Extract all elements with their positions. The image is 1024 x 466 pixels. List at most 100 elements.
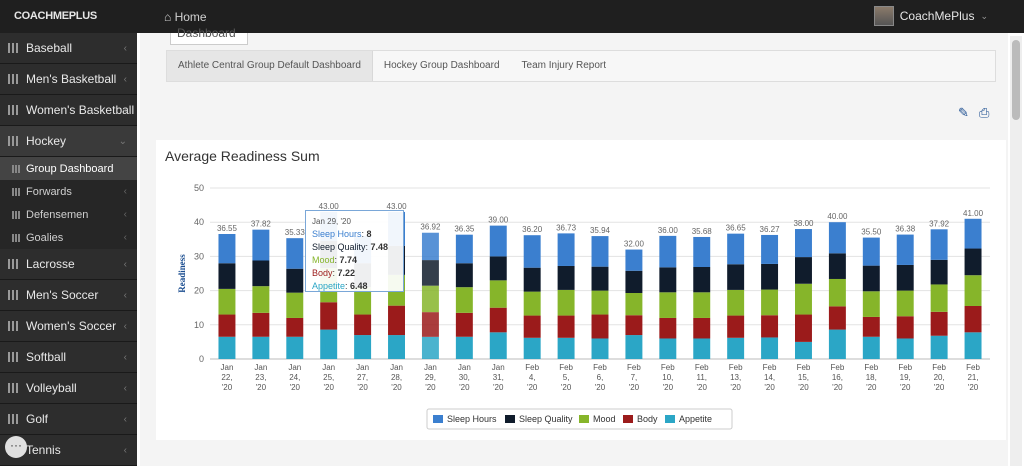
chevron-left-icon: ‹ [123, 320, 127, 332]
chevron-down-icon: ⌄ [118, 135, 127, 147]
sidebar-item-baseball[interactable]: Baseball ‹ [0, 33, 137, 64]
data-label: 38.00 [793, 219, 814, 228]
x-tick-label: 6, [597, 373, 604, 382]
bar-segment-mood [727, 289, 745, 316]
bar-segment-body [388, 305, 405, 336]
bar-segment-body [489, 307, 507, 333]
bar-segment-sleep-hours [862, 237, 880, 266]
x-tick-label: '20 [595, 383, 606, 392]
top-bar: COACHMEPLUS ⌂ Home CoachMePlus ⌄ [0, 0, 1024, 33]
bar-segment-sleep-quality [795, 257, 812, 284]
home-label: Home [174, 10, 207, 24]
legend-label: Sleep Quality [519, 414, 573, 424]
data-label: 36.00 [658, 226, 679, 235]
legend-label: Sleep Hours [447, 414, 497, 424]
x-tick-label: Jan [424, 363, 437, 372]
sidebar-item-womens-basketball[interactable]: Women's Basketball ‹ [0, 95, 137, 126]
tooltip-row: Mood: 7.74 [312, 255, 358, 265]
sidebar-subitem-forwards[interactable]: Forwards ‹ [0, 180, 137, 203]
x-tick-label: '20 [697, 383, 708, 392]
bar-segment-appetite [693, 338, 711, 359]
sidebar-item-label: Softball [26, 350, 67, 364]
x-tick-label: '20 [493, 383, 504, 392]
grid-icon [8, 290, 20, 300]
scrollbar-thumb[interactable] [1012, 40, 1020, 120]
tab-team-injury-report[interactable]: Team Injury Report [521, 60, 606, 71]
avatar [873, 6, 894, 26]
x-tick-label: 31, [493, 373, 504, 382]
sidebar-subitem-goalies[interactable]: Goalies ‹ [0, 226, 137, 249]
bar-segment-sleep-hours [964, 218, 982, 249]
printer-icon[interactable]: ⎙ [979, 105, 990, 120]
bar-segment-appetite [659, 338, 677, 359]
bar-segment-body [421, 312, 439, 337]
tooltip-value: 8 [366, 229, 372, 239]
app-logo[interactable]: COACHMEPLUS [14, 10, 97, 22]
dashboard-header-tab[interactable]: Dashboard [170, 27, 248, 45]
sidebar-item-golf[interactable]: Golf ‹ [0, 404, 137, 435]
x-tick-label: Feb [695, 363, 709, 372]
bar-segment-appetite [388, 335, 405, 359]
bar-segment-body [896, 316, 914, 339]
x-tick-label: Feb [966, 363, 980, 372]
sidebar-item-label: Defensemen [26, 208, 89, 221]
bar-segment-appetite [964, 332, 982, 359]
tooltip-value: 6.48 [350, 281, 368, 291]
bar-segment-body [218, 314, 236, 337]
tooltip-row: Sleep Hours: 8 [312, 229, 372, 239]
data-label: 36.73 [556, 223, 577, 232]
x-tick-label: 18, [866, 373, 877, 382]
sidebar-subitem-group-dashboard[interactable]: Group Dashboard [0, 157, 137, 180]
sidebar-item-softball[interactable]: Softball ‹ [0, 342, 137, 373]
dashboard-tools: ✎ ⎙ [958, 106, 992, 119]
bar-segment-sleep-hours [557, 233, 575, 266]
bar-segment-mood [862, 291, 880, 317]
data-label: 43.00 [319, 202, 340, 211]
chat-button[interactable]: ··· [5, 436, 27, 458]
bar-segment-sleep-quality [421, 260, 439, 286]
sidebar-item-lacrosse[interactable]: Lacrosse ‹ [0, 249, 137, 280]
bar-segment-mood [761, 289, 779, 316]
chart-title: Average Readiness Sum [165, 148, 320, 164]
bar-segment-sleep-hours [761, 234, 779, 264]
sidebar-item-volleyball[interactable]: Volleyball ‹ [0, 373, 137, 404]
x-tick-label: Feb [797, 363, 811, 372]
scrollbar[interactable] [1010, 36, 1022, 466]
bar-segment-mood [659, 292, 677, 318]
home-link[interactable]: ⌂ Home [164, 10, 207, 24]
bar-segment-sleep-quality [625, 270, 643, 293]
x-tick-label: 23, [255, 373, 266, 382]
sidebar-item-label: Lacrosse [26, 257, 75, 271]
sidebar-item-hockey[interactable]: Hockey ⌄ [0, 126, 137, 157]
x-tick-label: '20 [764, 383, 775, 392]
grid-icon [12, 233, 21, 242]
pencil-icon[interactable]: ✎ [958, 105, 969, 120]
legend-swatch [665, 415, 675, 423]
sidebar-item-mens-soccer[interactable]: Men's Soccer ‹ [0, 280, 137, 311]
chevron-left-icon: ‹ [123, 104, 127, 116]
data-label: 36.20 [522, 225, 543, 234]
x-tick-label: '20 [561, 383, 572, 392]
grid-icon [8, 136, 20, 146]
tab-hockey-group[interactable]: Hockey Group Dashboard [383, 60, 500, 71]
data-label: 35.50 [861, 228, 882, 237]
x-tick-label: 20, [934, 373, 945, 382]
data-label: 37.92 [929, 219, 950, 228]
sidebar-item-mens-basketball[interactable]: Men's Basketball ‹ [0, 64, 137, 95]
user-menu[interactable]: CoachMePlus ⌄ [873, 6, 988, 26]
tab-athlete-central[interactable]: Athlete Central Group Default Dashboard [167, 51, 373, 81]
sidebar-subitem-defensemen[interactable]: Defensemen ‹ [0, 203, 137, 226]
bar-segment-mood [693, 292, 711, 318]
x-tick-label: '20 [832, 383, 843, 392]
sidebar-item-label: Forwards [26, 185, 72, 198]
bar-segment-sleep-hours [591, 236, 609, 267]
grid-icon [12, 187, 21, 196]
x-tick-label: Feb [661, 363, 675, 372]
user-name: CoachMePlus [899, 9, 975, 23]
tooltip-row: Appetite: 6.48 [312, 281, 368, 291]
bar-segment-body [591, 314, 609, 339]
sidebar-item-womens-soccer[interactable]: Women's Soccer ‹ [0, 311, 137, 342]
bar-segment-sleep-hours [252, 229, 270, 261]
x-tick-label: Feb [898, 363, 912, 372]
grid-icon [8, 383, 20, 393]
